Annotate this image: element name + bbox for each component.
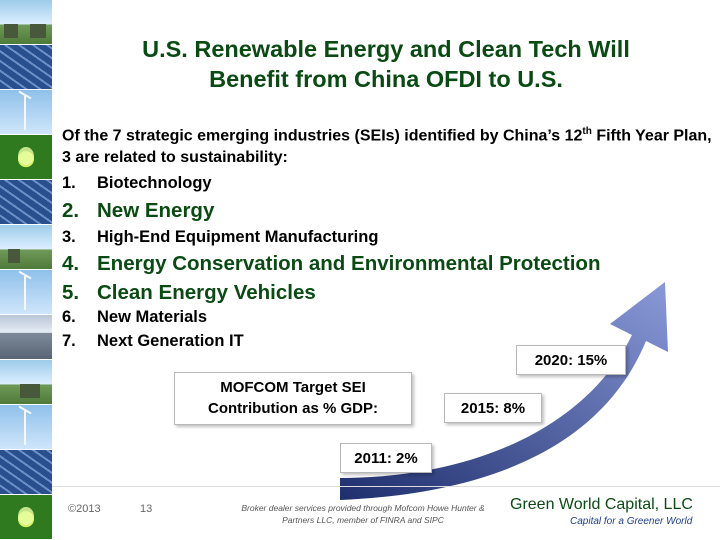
- list-item-energy-conservation: 4. Energy Conservation and Environmental …: [62, 252, 600, 276]
- list-number: 7.: [62, 332, 76, 350]
- photo-tile-solar-panels: [0, 450, 52, 495]
- photo-tile-city: [0, 315, 52, 360]
- list-item-next-generation-it: 7. Next Generation IT: [62, 332, 244, 351]
- photo-strip: [0, 0, 52, 540]
- company-name: Green World Capital, LLC: [510, 496, 693, 513]
- disclaimer-line-2: Partners LLC, member of FINRA and SIPC: [282, 515, 444, 525]
- copyright: ©2013: [68, 503, 101, 515]
- list-number: 5.: [62, 281, 80, 304]
- intro-part-2: Fifth Year Plan, 3 are related to sustai…: [62, 127, 712, 167]
- photo-tile-green-bulb: [0, 135, 52, 180]
- target-2020-callout: 2020: 15%: [516, 345, 626, 375]
- intro-superscript: th: [582, 126, 592, 137]
- list-text: High-End Equipment Manufacturing: [97, 228, 379, 246]
- list-text: Energy Conservation and Environmental Pr…: [97, 252, 601, 275]
- list-number: 2.: [62, 199, 80, 222]
- list-item-high-end-equipment: 3. High-End Equipment Manufacturing: [62, 228, 378, 247]
- photo-tile-landscape: [0, 360, 52, 405]
- list-item-new-energy: 2. New Energy: [62, 199, 214, 223]
- footer-divider: [52, 486, 720, 487]
- list-item-biotechnology: 1. Biotechnology: [62, 174, 212, 193]
- mofcom-target-callout: MOFCOM Target SEI Contribution as % GDP:: [174, 372, 412, 425]
- list-text: Clean Energy Vehicles: [97, 281, 316, 304]
- page-number: 13: [140, 503, 153, 515]
- mofcom-line-2: Contribution as % GDP:: [208, 400, 378, 417]
- photo-tile-wind-turbine: [0, 270, 52, 315]
- list-number: 6.: [62, 308, 76, 326]
- title-line-2: Benefit from China OFDI to U.S.: [209, 66, 563, 92]
- disclaimer-line-1: Broker dealer services provided through …: [241, 503, 485, 513]
- list-number: 4.: [62, 252, 80, 275]
- photo-tile-solar-panels: [0, 180, 52, 225]
- list-text: Biotechnology: [97, 174, 212, 192]
- list-text: New Energy: [97, 199, 215, 222]
- list-number: 3.: [62, 228, 76, 246]
- company-tagline: Capital for a Greener World: [570, 516, 693, 527]
- intro-text: Of the 7 strategic emerging industries (…: [62, 121, 712, 169]
- list-item-clean-energy-vehicles: 5. Clean Energy Vehicles: [62, 281, 316, 305]
- photo-tile-solar-panels: [0, 45, 52, 90]
- photo-tile-green-bulb: [0, 495, 52, 540]
- photo-tile-wind-turbine: [0, 405, 52, 450]
- list-item-new-materials: 6. New Materials: [62, 308, 207, 327]
- list-text: Next Generation IT: [97, 332, 244, 350]
- photo-tile-landscape: [0, 0, 52, 45]
- growth-arrow-shape: [340, 282, 668, 500]
- list-text: New Materials: [97, 308, 208, 326]
- broker-disclaimer: Broker dealer services provided through …: [222, 502, 504, 526]
- photo-tile-wind-turbine: [0, 90, 52, 135]
- target-2015-callout: 2015: 8%: [444, 393, 542, 423]
- target-2011-callout: 2011: 2%: [340, 443, 432, 473]
- intro-part-1: Of the 7 strategic emerging industries (…: [62, 127, 583, 145]
- photo-tile-landscape: [0, 225, 52, 270]
- mofcom-line-1: MOFCOM Target SEI: [220, 379, 366, 396]
- title-line-1: U.S. Renewable Energy and Clean Tech Wil…: [142, 36, 630, 62]
- slide-title: U.S. Renewable Energy and Clean Tech Wil…: [66, 34, 706, 94]
- list-number: 1.: [62, 174, 76, 192]
